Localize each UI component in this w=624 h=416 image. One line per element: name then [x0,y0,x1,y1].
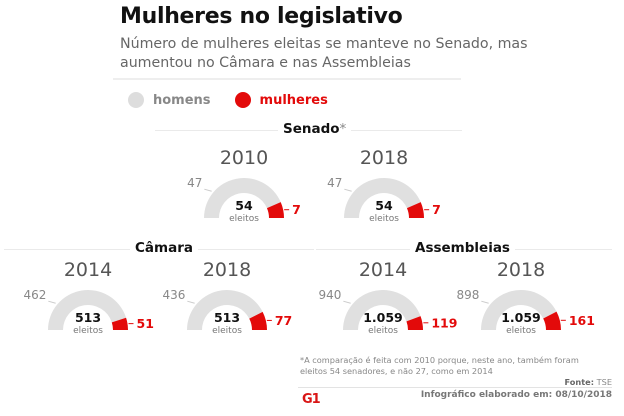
gauge-men-value: 898 [456,288,479,302]
gauge-arc-men [48,289,127,330]
legend: homens mulheres [128,92,352,108]
men-leader-line [204,188,212,192]
men-leader-line [343,300,351,304]
gauge-arc-women [249,311,267,330]
chart-subtitle: Número de mulheres eleitas se manteve no… [120,36,528,71]
gauge-year-label: 2010 [220,147,268,169]
gauge-women-value: 51 [137,316,154,331]
gauge-total-value: 513 [75,310,101,325]
gauge-year-label: 2018 [203,259,251,281]
g1-logo: G1 [302,392,321,407]
gauge-unit-label: eleitos [369,214,399,224]
gauge-year-label: 2014 [359,259,407,281]
gauge-arc-men [203,178,281,218]
gauge-women-value: 7 [292,202,301,217]
legend-swatch-men [128,92,144,108]
legend-swatch-women [234,92,251,108]
men-leader-line [187,300,195,304]
footnote-marker: * [339,121,347,137]
gauge-unit-label: eleitos [212,326,242,336]
gauge-arc-men [344,178,421,218]
gauge-unit-label: eleitos [368,326,398,336]
gauge-arc-men [187,290,263,330]
gauge-unit-label: eleitos [229,214,259,224]
gauge-women-value: 119 [431,315,457,330]
gauge-unit-label: eleitos [73,326,103,336]
gauge-arc-women [406,202,425,218]
gauge-year-label: 2014 [64,259,112,281]
gauge-women-value: 7 [432,202,441,217]
legend-label-men: homens [153,92,211,108]
gauge-total-value: 1.059 [501,310,541,325]
gauge-men-value: 47 [327,176,342,190]
section-title-camara: Câmara [130,240,198,256]
source: Fonte: TSE [564,377,612,387]
gauge-men-value: 436 [162,288,185,302]
gauge-women-value: 161 [569,313,595,328]
gauge-arc-women [266,202,284,218]
gauge-year-label: 2018 [360,147,408,169]
chart-title: Mulheres no legislativo [120,4,403,29]
footer-divider [298,387,612,388]
header-divider [113,78,461,80]
gauge-total-value: 54 [235,198,253,213]
legend-item-men: homens [128,92,211,108]
gauge-arc-men [343,290,421,330]
men-leader-line [48,300,56,304]
gauge-year-label: 2018 [497,259,545,281]
gauge-men-value: 940 [318,288,341,302]
footnote: *A comparação é feita com 2010 porque, n… [300,355,579,376]
gauge-total-value: 1.059 [363,310,403,325]
section-title-assembleias: Assembleias [410,240,515,256]
gauge-total-value: 513 [214,310,240,325]
section-title-senado: Senado* [278,121,352,137]
men-leader-line [481,300,489,304]
men-leader-line [344,188,352,192]
gauge-arc-women [406,316,423,330]
gauge-arc-women [543,311,561,330]
credit: Infográfico elaborado em: 08/10/2018 [420,390,612,400]
gauge-unit-label: eleitos [506,326,536,336]
legend-label-women: mulheres [259,92,328,108]
gauge-arc-women [111,317,128,330]
legend-item-women: mulheres [234,92,328,108]
gauge-arc-men [481,290,557,330]
gauge-men-value: 462 [23,288,46,302]
gauge-men-value: 47 [187,176,202,190]
gauge-women-value: 77 [275,313,292,328]
gauge-total-value: 54 [375,198,393,213]
